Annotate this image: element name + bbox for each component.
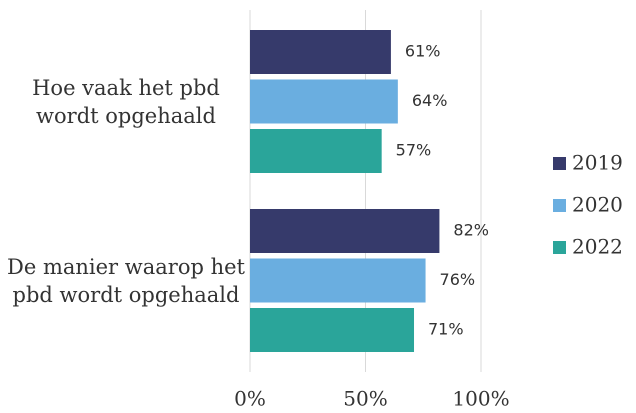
bar <box>250 258 426 303</box>
x-tick-label: 100% <box>452 387 509 411</box>
legend-swatch <box>553 199 566 212</box>
data-label: 64% <box>412 91 448 110</box>
legend-swatch <box>553 157 566 170</box>
legend-label: 2020 <box>572 193 623 217</box>
category-label: Hoe vaak het pbd wordt opgehaald <box>32 75 220 128</box>
x-tick-label: 0% <box>234 387 266 411</box>
legend-label: 2019 <box>572 151 623 175</box>
bar <box>250 79 398 124</box>
data-label: 71% <box>428 320 464 339</box>
x-tick-label: 50% <box>343 387 387 411</box>
bar <box>250 30 391 74</box>
bar <box>250 209 440 253</box>
bar <box>250 129 382 173</box>
legend-label: 2022 <box>572 235 623 259</box>
data-label: 57% <box>396 141 432 160</box>
legend-swatch <box>553 241 566 254</box>
data-label: 61% <box>405 42 441 61</box>
data-label: 82% <box>453 221 489 240</box>
data-label: 76% <box>440 270 476 289</box>
category-label: De manier waarop het pbd wordt opgehaald <box>7 254 245 307</box>
bar <box>250 308 415 352</box>
